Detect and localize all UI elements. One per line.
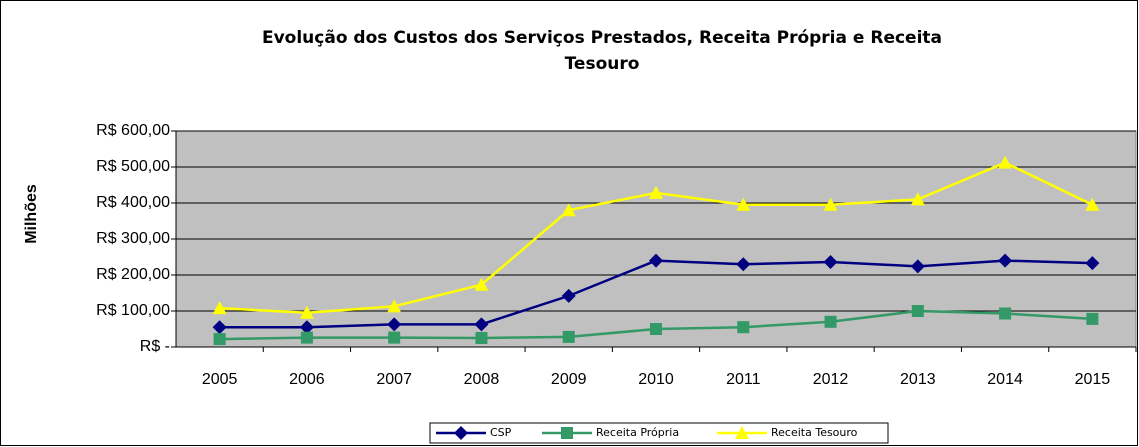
y-tick-label: R$ 300,00 bbox=[96, 230, 170, 247]
data-point bbox=[474, 277, 489, 291]
legend-label: Receita Própria bbox=[596, 426, 679, 439]
y-tick-label: R$ - bbox=[140, 338, 170, 355]
data-point bbox=[736, 197, 751, 211]
data-point bbox=[823, 255, 838, 270]
x-tick-label: 2011 bbox=[726, 371, 761, 388]
y-tick-label: R$ 500,00 bbox=[96, 158, 170, 175]
data-point bbox=[212, 320, 227, 335]
data-point bbox=[910, 192, 925, 206]
legend-marker bbox=[454, 426, 468, 440]
x-tick-label: 2008 bbox=[464, 371, 500, 388]
y-tick-label: R$ 400,00 bbox=[96, 194, 170, 211]
data-point bbox=[736, 257, 751, 272]
chart-title: Tesouro bbox=[565, 54, 640, 74]
data-point bbox=[388, 331, 401, 344]
legend-box bbox=[429, 422, 889, 444]
data-point bbox=[823, 197, 838, 211]
data-point bbox=[1085, 197, 1100, 211]
data-point bbox=[300, 331, 313, 344]
chart-title: Evolução dos Custos dos Serviços Prestad… bbox=[262, 28, 942, 48]
data-point bbox=[650, 323, 662, 335]
data-point bbox=[387, 317, 402, 332]
x-tick-label: 2006 bbox=[289, 371, 325, 388]
legend-marker bbox=[561, 427, 573, 439]
legend-label: CSP bbox=[490, 426, 512, 439]
data-point bbox=[562, 330, 575, 343]
data-point bbox=[212, 301, 227, 315]
y-tick-label: R$ 200,00 bbox=[96, 266, 170, 283]
data-point bbox=[387, 299, 402, 313]
data-point bbox=[649, 185, 663, 199]
data-point bbox=[1086, 312, 1099, 325]
data-point bbox=[649, 253, 663, 268]
data-point bbox=[998, 155, 1013, 169]
data-point bbox=[824, 315, 837, 328]
data-point bbox=[299, 305, 314, 319]
y-axis-label: Milhões bbox=[23, 184, 40, 244]
x-tick-label: 2010 bbox=[638, 371, 674, 388]
data-point bbox=[299, 320, 314, 335]
data-point bbox=[910, 259, 925, 274]
data-point bbox=[1085, 256, 1100, 271]
x-tick-label: 2013 bbox=[900, 371, 936, 388]
x-tick-label: 2005 bbox=[202, 371, 238, 388]
data-point bbox=[475, 332, 488, 344]
x-tick-label: 2009 bbox=[551, 371, 587, 388]
y-tick-label: R$ 100,00 bbox=[96, 302, 170, 319]
data-point bbox=[561, 203, 576, 217]
x-tick-label: 2015 bbox=[1075, 371, 1111, 388]
data-point bbox=[474, 317, 489, 332]
x-tick-label: 2014 bbox=[987, 371, 1023, 388]
data-point bbox=[213, 333, 226, 346]
legend-marker bbox=[735, 426, 749, 439]
data-point bbox=[911, 305, 924, 317]
data-point bbox=[561, 288, 576, 303]
x-tick-label: 2012 bbox=[813, 371, 849, 388]
y-tick-label: R$ 600,00 bbox=[96, 122, 170, 139]
data-point bbox=[998, 253, 1013, 268]
x-tick-label: 2007 bbox=[376, 371, 412, 388]
data-point bbox=[999, 307, 1012, 320]
legend-label: Receita Tesouro bbox=[771, 426, 858, 439]
data-point bbox=[737, 321, 750, 334]
